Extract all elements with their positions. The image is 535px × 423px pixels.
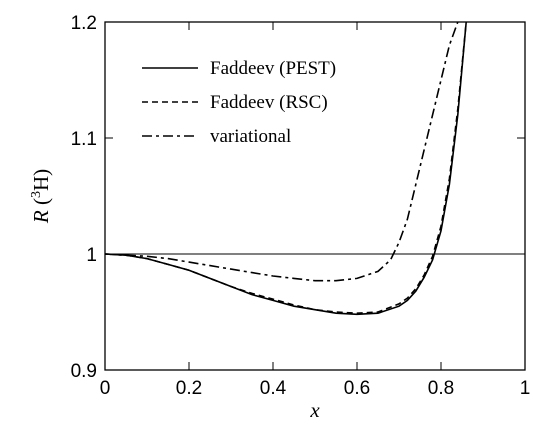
plot-frame — [104, 21, 526, 371]
x-axis-title: x — [309, 398, 320, 422]
legend-label: Faddeev (PEST) — [210, 58, 336, 79]
x-tick-label: 1 — [520, 378, 531, 399]
y-axis-title-open: ( — [29, 198, 53, 210]
series-line-dashed — [104, 21, 467, 315]
y-axis-title-symbol: R — [29, 210, 53, 224]
y-tick-label: 1.1 — [71, 129, 97, 150]
y-axis-title-superscript: 3 — [29, 191, 44, 198]
plot-area — [104, 21, 526, 371]
x-tick-label: 0.4 — [260, 378, 287, 399]
x-axis: 0 0.2 0.4 0.6 0.8 1 — [100, 22, 531, 399]
x-tick-label: 0 — [100, 378, 111, 399]
x-tick-label: 0.2 — [176, 378, 202, 399]
y-axis: 0.9 1 1.1 1.2 — [71, 13, 525, 382]
x-tick-label: 0.6 — [344, 378, 370, 399]
series-line-dashdot — [104, 21, 459, 282]
legend-label: variational — [210, 126, 291, 147]
series-line-solid — [104, 21, 467, 316]
series-layer — [104, 21, 467, 316]
legend-label: Faddeev (RSC) — [210, 92, 328, 113]
x-tick-label: 0.8 — [428, 378, 454, 399]
legend: Faddeev (PEST) Faddeev (RSC) variational — [142, 58, 336, 147]
y-axis-title-close: ) — [29, 169, 53, 176]
y-tick-label: 1 — [86, 245, 97, 266]
y-tick-label: 0.9 — [71, 361, 97, 382]
y-tick-label: 1.2 — [71, 13, 97, 34]
y-axis-title: R (3H) — [29, 169, 53, 224]
y-axis-title-nucleus: H — [29, 176, 53, 191]
